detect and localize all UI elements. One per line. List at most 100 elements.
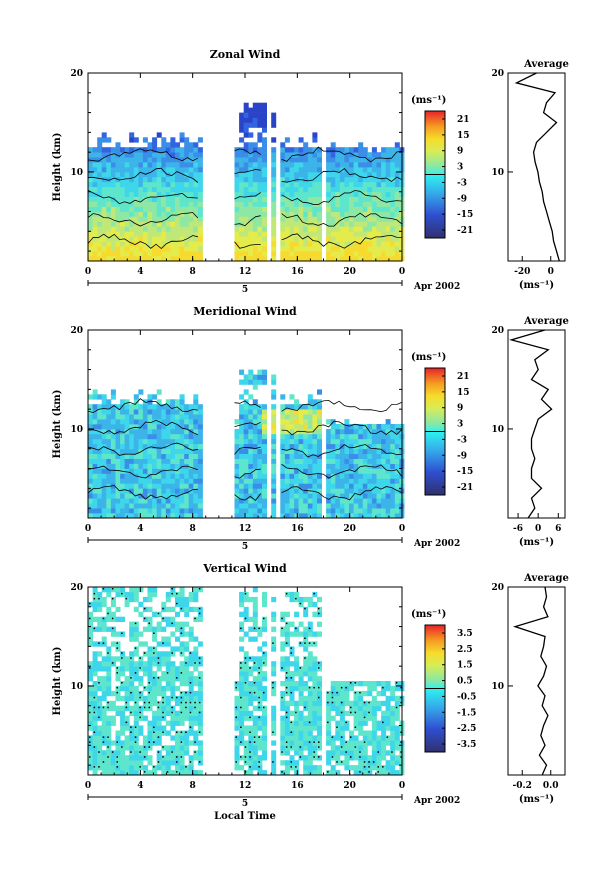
heatmap-cell — [138, 745, 144, 751]
heatmap-cell — [376, 433, 382, 440]
heatmap-cell — [147, 251, 153, 257]
heatmap-cell — [243, 755, 249, 761]
heatmap-cell — [385, 216, 391, 222]
heatmap-cell — [381, 750, 387, 756]
heatmap-cell — [92, 157, 98, 163]
heatmap-cell — [133, 513, 139, 519]
heatmap-cell — [92, 236, 98, 242]
contour-mark — [363, 741, 366, 743]
heatmap-cell — [110, 720, 116, 726]
contour-mark — [235, 761, 237, 763]
heatmap-cell — [184, 404, 190, 410]
heatmap-cell — [303, 463, 309, 469]
heatmap-cell — [97, 676, 103, 682]
contour-mark — [162, 746, 164, 748]
contour-mark — [93, 696, 96, 699]
heatmap-cell — [326, 428, 332, 435]
heatmap-cell — [129, 186, 135, 193]
heatmap-cell — [165, 666, 171, 672]
heatmap-cell — [165, 685, 171, 692]
heatmap-cell — [289, 221, 295, 227]
heatmap-cell — [239, 394, 245, 400]
heatmap-cell — [175, 399, 180, 405]
heatmap-cell — [243, 478, 249, 484]
heatmap-cell — [165, 419, 171, 425]
heatmap-cell — [390, 770, 396, 776]
heatmap-cell — [88, 167, 93, 173]
heatmap-cell — [152, 409, 158, 415]
heatmap-cell — [344, 251, 350, 257]
heatmap-cell — [271, 498, 277, 504]
heatmap-cell — [376, 256, 382, 262]
heatmap-cell — [142, 626, 148, 632]
heatmap-cell — [133, 433, 139, 440]
heatmap-cell — [289, 236, 295, 242]
heatmap-cell — [161, 606, 167, 613]
contour-mark — [299, 756, 302, 758]
heatmap-cell — [257, 745, 263, 751]
heatmap-cell — [106, 666, 112, 672]
heatmap-cell — [271, 419, 277, 425]
heatmap-cell — [257, 176, 263, 183]
heatmap-cell — [142, 152, 148, 158]
heatmap-cell — [381, 503, 387, 509]
heatmap-cell — [138, 231, 144, 237]
heatmap-cell — [394, 226, 400, 232]
heatmap-cell — [385, 201, 391, 207]
heatmap-cell — [335, 226, 341, 232]
contour-mark — [198, 657, 201, 659]
heatmap-cell — [257, 102, 263, 108]
heatmap-cell — [88, 666, 93, 672]
heatmap-cell — [129, 473, 135, 479]
heatmap-cell — [326, 725, 332, 731]
heatmap-cell — [362, 147, 368, 153]
heatmap-cell — [110, 750, 116, 756]
heatmap-cell — [165, 167, 171, 173]
heatmap-cell — [353, 152, 359, 158]
heatmap-cell — [88, 458, 93, 464]
heatmap-cell — [156, 750, 162, 756]
contour-mark — [304, 637, 306, 639]
profile-y-tick-label: 10 — [491, 425, 504, 435]
heatmap-cell — [358, 142, 364, 148]
heatmap-cell — [97, 206, 103, 212]
heatmap-cell — [335, 720, 341, 726]
heatmap-cell — [133, 419, 139, 425]
heatmap-cell — [390, 147, 396, 153]
heatmap-cell — [303, 453, 309, 459]
heatmap-cell — [193, 458, 199, 464]
heatmap-cell — [142, 596, 148, 603]
heatmap-cell — [92, 448, 98, 454]
heatmap-cell — [298, 424, 304, 430]
heatmap-cell — [349, 424, 354, 430]
heatmap-cell — [138, 433, 144, 440]
heatmap-cell — [92, 162, 98, 168]
heatmap-cell — [184, 458, 190, 464]
profile-title: Average — [523, 316, 569, 327]
heatmap-cell — [234, 196, 240, 202]
heatmap-cell — [115, 587, 121, 593]
heatmap-cell — [243, 700, 249, 707]
heatmap-cell — [248, 196, 254, 202]
heatmap-cell — [312, 414, 318, 420]
heatmap-cell — [317, 700, 322, 707]
heatmap-cell — [330, 715, 336, 721]
heatmap-cell — [197, 152, 203, 158]
heatmap-cell — [239, 503, 245, 509]
heatmap-cell — [362, 152, 368, 158]
heatmap-cell — [239, 755, 245, 761]
heatmap-cell — [362, 256, 368, 262]
heatmap-cell — [243, 690, 249, 697]
contour-mark — [153, 766, 155, 768]
heatmap-cell — [129, 488, 135, 494]
heatmap-cell — [106, 231, 112, 237]
heatmap-cell — [101, 596, 107, 603]
heatmap-cell — [142, 651, 148, 657]
heatmap-cell — [367, 157, 373, 163]
heatmap-cell — [101, 740, 107, 746]
heatmap-cell — [120, 463, 126, 469]
heatmap-cell — [335, 171, 341, 178]
contour-mark — [258, 716, 260, 719]
heatmap-cell — [381, 181, 387, 188]
